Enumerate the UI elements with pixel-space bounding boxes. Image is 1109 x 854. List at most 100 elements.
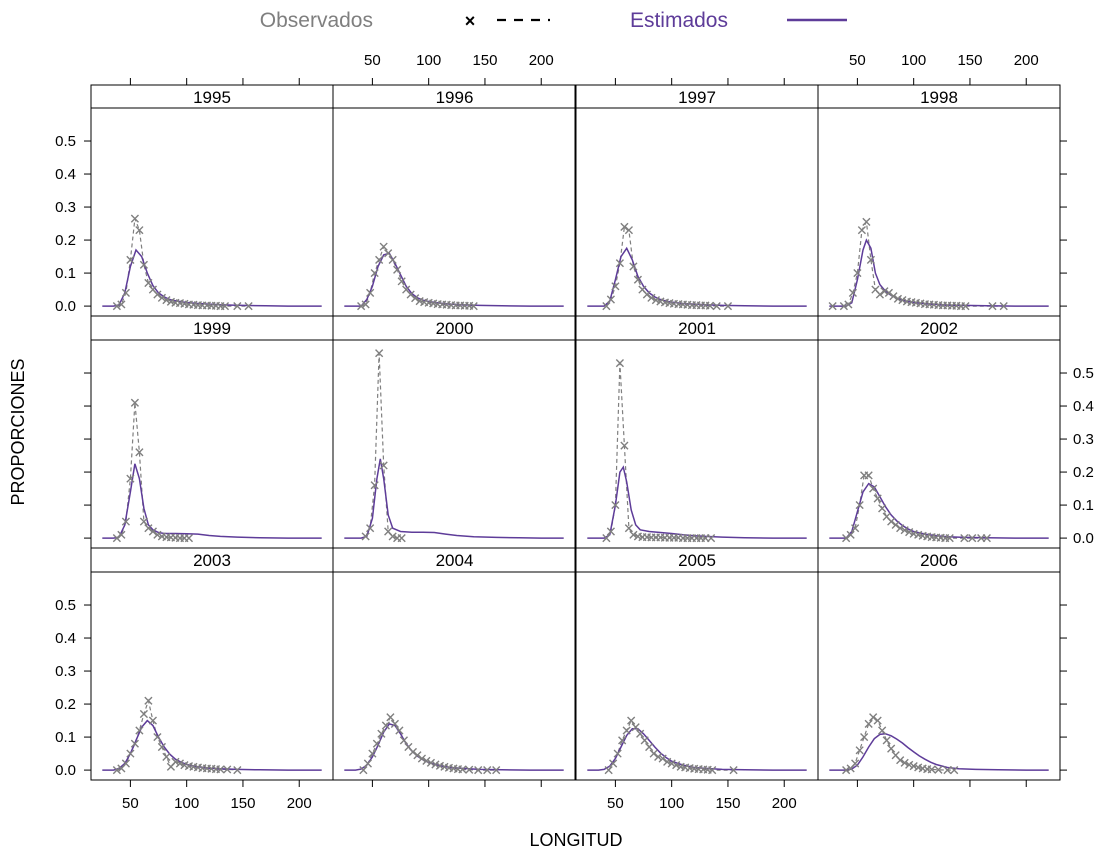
observed-point-2005-3: [618, 736, 627, 745]
panel-1998: 1998: [818, 85, 1060, 311]
observed-point-2006-4: [860, 732, 869, 742]
y-tick-label-right-1-0.2: 0.2: [1073, 464, 1094, 481]
observed-point-2001-3: [615, 359, 624, 368]
observed-point-2004-2: [368, 749, 377, 758]
observed-point-2002-25: [968, 534, 977, 543]
observed-point-2000-1: [366, 524, 375, 533]
observed-point-1995-2: [121, 288, 130, 297]
estimated-line-2004: [344, 723, 564, 771]
observed-point-2004-24: [474, 766, 483, 775]
estimated-line-1999: [102, 463, 322, 539]
strip-label-2004: 2004: [436, 551, 474, 570]
panel-border-0-3: [817, 84, 1061, 317]
observed-point-2002-10: [887, 517, 896, 526]
panel-2000: 2000: [333, 316, 576, 543]
observed-point-2001-1: [606, 527, 615, 536]
panel-border-0-2: [575, 84, 819, 317]
observed-point-2004-25: [483, 766, 492, 775]
observed-line-1998: [832, 219, 1004, 307]
observed-point-2004-8: [395, 726, 404, 735]
observed-point-1999-4: [130, 398, 139, 407]
observed-point-2005-12: [658, 754, 667, 763]
strip-1996: [333, 85, 576, 108]
observed-point-1996-2: [366, 288, 375, 297]
observed-point-2002-5: [864, 471, 873, 480]
strip-label-1995: 1995: [193, 88, 231, 107]
observed-point-2003-4: [130, 739, 139, 748]
panel-border-2-2: [575, 547, 819, 781]
observed-point-2006-8: [878, 726, 887, 735]
observed-point-2003-13: [171, 757, 180, 766]
observed-point-2001-4: [620, 441, 629, 450]
panel-1999: 1999: [91, 316, 333, 543]
strip-2006: [818, 548, 1060, 572]
observed-line-1995: [116, 218, 249, 307]
observed-point-2004-26: [492, 766, 501, 775]
x-tick-label-top-3-100: 100: [901, 52, 926, 69]
observed-point-2002-8: [878, 504, 887, 513]
y-tick-label-left-2-0.2: 0.2: [55, 696, 76, 713]
observed-point-2003-25: [233, 766, 242, 775]
observed-point-2003-9: [153, 732, 162, 742]
observed-point-2004-9: [399, 736, 409, 745]
observed-point-1996-5: [379, 242, 388, 251]
y-tick-label-left-0-0.3: 0.3: [55, 199, 76, 216]
strip-label-2003: 2003: [193, 551, 231, 570]
estimated-line-2000: [344, 458, 564, 539]
observed-point-2004-7: [390, 719, 400, 728]
observed-point-1996-25: [469, 302, 478, 311]
observed-point-2002-0: [842, 534, 851, 543]
observed-point-1995-11: [162, 296, 171, 305]
observed-point-2002-11: [891, 520, 900, 529]
strip-2003: [91, 548, 333, 572]
y-tick-label-left-2-0.3: 0.3: [55, 663, 76, 680]
x-tick-label-bottom-2-50: 50: [607, 795, 624, 812]
observed-point-2006-0: [842, 766, 851, 775]
observed-point-2002-23: [945, 534, 954, 543]
observed-point-2006-2: [851, 759, 860, 768]
observed-line-1997: [605, 225, 728, 307]
observed-point-2006-10: [887, 744, 896, 753]
observed-point-1998-28: [961, 302, 970, 311]
observed-point-1996-1: [361, 300, 370, 309]
strip-2004: [333, 548, 576, 572]
observed-point-2002-24: [960, 534, 969, 543]
observed-point-2004-15: [426, 758, 436, 767]
observed-point-2001-2: [611, 500, 620, 510]
observed-point-2005-8: [640, 736, 649, 745]
observed-point-2002-13: [900, 526, 909, 535]
observed-point-2000-2: [370, 481, 379, 490]
observed-point-2005-4: [622, 726, 631, 735]
observed-point-1996-6: [384, 249, 393, 258]
y-tick-label-left-0-0.2: 0.2: [55, 232, 76, 249]
observed-point-2002-3: [855, 500, 864, 510]
observed-point-2000-4: [379, 461, 388, 470]
observed-point-2003-7: [144, 696, 153, 705]
observed-point-1995-1: [117, 300, 126, 309]
observed-point-2006-15: [909, 762, 918, 771]
observed-point-1998-30: [999, 302, 1008, 311]
observed-point-2003-10: [157, 742, 167, 752]
observed-point-1995-25: [233, 302, 242, 311]
y-tick-label-left-0-0.5: 0.5: [55, 133, 76, 150]
observed-point-2006-22: [950, 766, 959, 775]
observed-point-1997-6: [629, 262, 638, 271]
observed-point-1995-10: [157, 293, 167, 302]
x-tick-label-top-3-200: 200: [1014, 52, 1039, 69]
observed-point-2004-5: [381, 721, 390, 730]
x-tick-label-top-1-100: 100: [416, 52, 441, 69]
estimated-line-2005: [587, 728, 807, 771]
y-tick-label-right-1-0.3: 0.3: [1073, 431, 1094, 448]
observed-point-1996-4: [375, 255, 384, 264]
panel-2001: 2001: [576, 316, 818, 543]
observed-point-1998-4: [853, 268, 862, 278]
estimated-line-2006: [829, 733, 1049, 771]
observed-point-1996-9: [397, 277, 406, 286]
observed-point-2000-6: [388, 532, 397, 541]
panel-border-0-1: [332, 84, 576, 317]
observed-point-2004-11: [408, 747, 418, 757]
x-tick-label-bottom-0-200: 200: [287, 795, 312, 812]
observed-point-1996-7: [388, 255, 397, 264]
